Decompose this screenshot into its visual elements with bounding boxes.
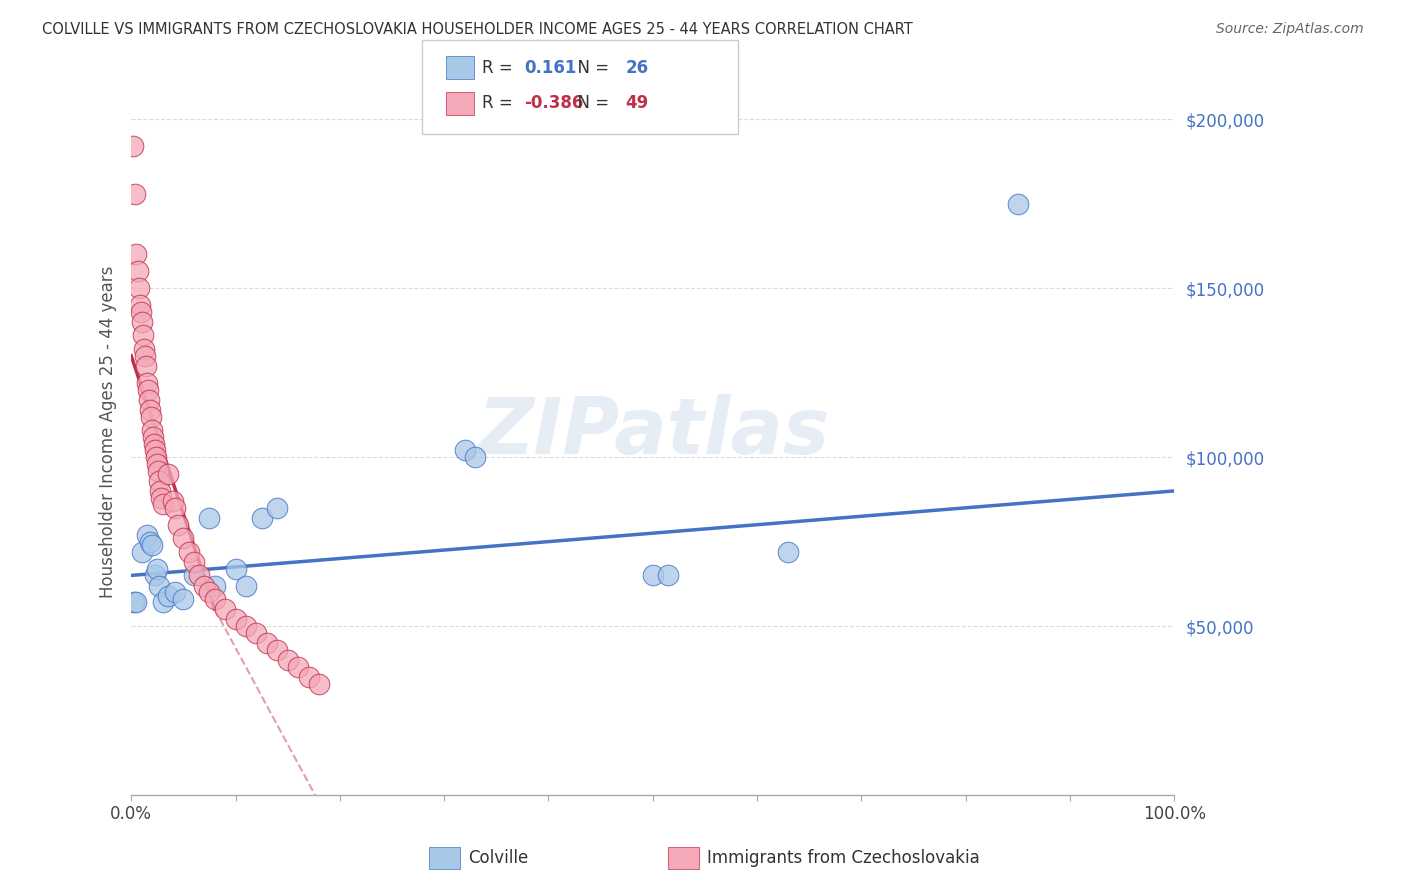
Point (146, 562, 169, 576)
Point (454, 443, 477, 458)
Text: 26: 26 (626, 59, 648, 77)
Point (297, 670, 319, 684)
Point (141, 538, 163, 552)
Point (152, 498, 174, 512)
Point (139, 534, 162, 549)
Point (308, 676, 330, 690)
Point (183, 555, 205, 569)
Point (143, 443, 166, 458)
Point (641, 568, 664, 582)
Point (250, 511, 273, 525)
Point (156, 467, 179, 481)
Text: N =: N = (567, 59, 614, 77)
Point (135, 376, 157, 390)
Point (287, 659, 309, 673)
Point (134, 349, 156, 363)
Point (124, 595, 146, 609)
Point (148, 464, 170, 478)
Text: R =: R = (482, 95, 519, 112)
Point (131, 315, 153, 329)
Point (464, 450, 486, 464)
Point (143, 436, 166, 450)
Text: 49: 49 (626, 95, 650, 112)
Point (127, 264, 149, 278)
Point (172, 531, 194, 545)
Point (235, 578, 257, 592)
Text: Source: ZipAtlas.com: Source: ZipAtlas.com (1216, 22, 1364, 37)
Point (136, 383, 159, 397)
Point (139, 402, 162, 417)
Point (135, 528, 157, 542)
Text: Colville: Colville (468, 849, 529, 867)
Point (152, 595, 174, 609)
Point (225, 612, 247, 626)
Point (156, 589, 179, 603)
Point (198, 585, 221, 599)
Point (128, 298, 150, 312)
Point (172, 592, 194, 607)
Point (778, 545, 800, 559)
Point (162, 494, 184, 508)
Text: N =: N = (567, 95, 614, 112)
Text: 0.161: 0.161 (524, 59, 576, 77)
Point (149, 483, 172, 498)
Point (135, 359, 157, 373)
Text: -0.386: -0.386 (524, 95, 583, 112)
Point (128, 281, 150, 295)
Point (145, 450, 167, 464)
Y-axis label: Householder Income Ages 25 - 44 years: Householder Income Ages 25 - 44 years (100, 266, 117, 598)
Point (125, 247, 148, 261)
Point (225, 562, 247, 576)
Point (204, 578, 226, 592)
Point (256, 636, 278, 650)
Text: COLVILLE VS IMMIGRANTS FROM CZECHOSLOVAKIA HOUSEHOLDER INCOME AGES 25 - 44 YEARS: COLVILLE VS IMMIGRANTS FROM CZECHOSLOVAK… (42, 22, 912, 37)
Point (141, 423, 163, 437)
Point (138, 392, 160, 407)
Point (125, 595, 148, 609)
Point (131, 545, 153, 559)
Point (183, 568, 205, 582)
Point (235, 619, 257, 633)
Point (122, 139, 145, 153)
Text: R =: R = (482, 59, 519, 77)
Point (148, 578, 170, 592)
Point (165, 585, 187, 599)
Point (148, 474, 170, 488)
Point (142, 430, 165, 444)
Point (146, 457, 169, 471)
Text: ZIPatlas: ZIPatlas (477, 393, 830, 470)
Point (132, 328, 155, 343)
Point (139, 409, 162, 424)
Point (214, 602, 236, 616)
Point (266, 500, 288, 515)
Point (657, 568, 679, 582)
Point (277, 653, 299, 667)
Point (266, 642, 288, 657)
Point (124, 186, 146, 201)
Point (198, 511, 221, 525)
Point (193, 578, 215, 592)
Point (129, 305, 152, 319)
Point (143, 568, 166, 582)
Point (177, 545, 200, 559)
Point (150, 491, 173, 505)
Point (204, 592, 226, 607)
Point (245, 625, 267, 640)
Point (1007, 196, 1029, 211)
Text: Immigrants from Czechoslovakia: Immigrants from Czechoslovakia (707, 849, 980, 867)
Point (165, 500, 187, 515)
Point (167, 517, 190, 532)
Point (132, 342, 155, 356)
Point (188, 568, 211, 582)
